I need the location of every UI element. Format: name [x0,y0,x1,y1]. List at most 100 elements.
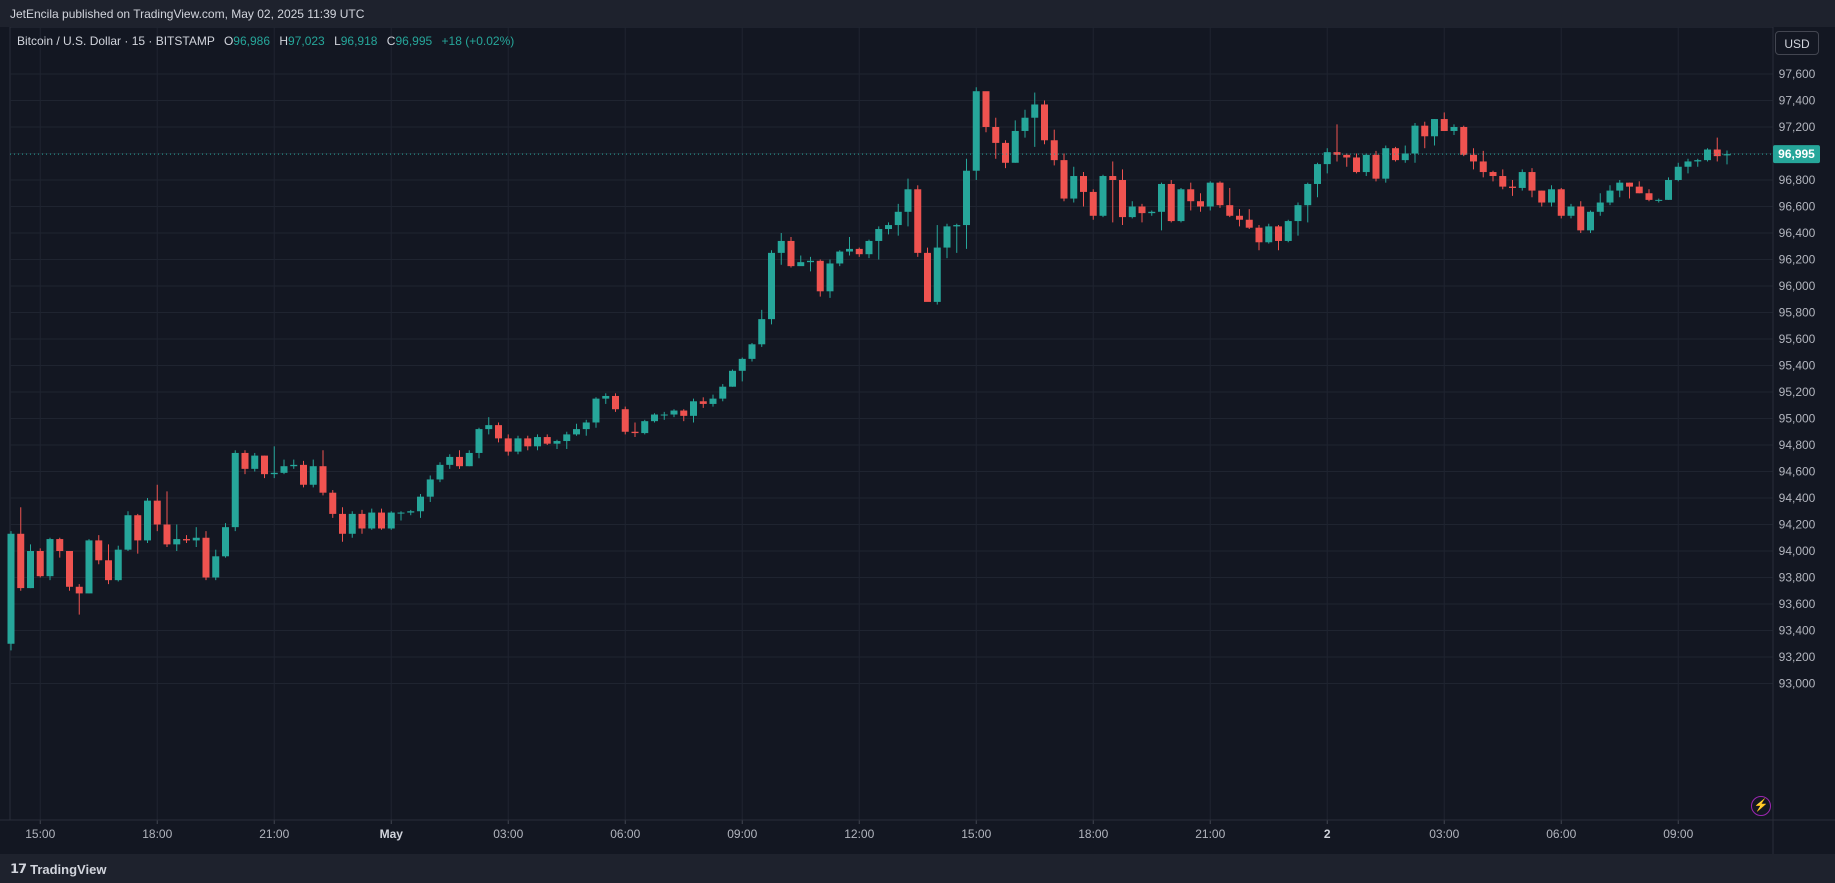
candle[interactable] [144,498,151,544]
candle[interactable] [953,223,961,253]
candle[interactable] [1684,158,1692,174]
candle[interactable] [1197,193,1204,212]
candle[interactable] [1528,168,1536,198]
candle[interactable] [777,233,785,265]
candle[interactable] [1596,193,1604,216]
candle[interactable] [1713,137,1721,162]
candle[interactable] [1411,123,1419,163]
candle[interactable] [1567,203,1575,219]
candle[interactable] [1382,145,1390,183]
candle[interactable] [134,513,142,554]
candle[interactable] [1080,172,1087,207]
candle[interactable] [1723,150,1731,165]
candle[interactable] [368,508,376,530]
candle[interactable] [192,527,200,548]
candle[interactable] [1284,219,1292,243]
candle[interactable] [1421,121,1429,149]
candle[interactable] [456,450,463,469]
candle[interactable] [1187,182,1195,211]
candle[interactable] [1011,120,1019,163]
candle[interactable] [251,452,259,472]
candle[interactable] [1362,153,1370,177]
candle[interactable] [933,225,941,305]
candle[interactable] [1148,210,1156,216]
candlestick-chart[interactable]: 93,000 93,200 93,400 93,600 93,800 94,000 94,2… [0,27,1835,854]
candle[interactable] [612,393,619,412]
candle[interactable] [680,409,688,422]
candle[interactable] [1557,187,1565,219]
candle[interactable] [1060,153,1068,202]
candle[interactable] [914,185,922,257]
candle[interactable] [446,454,454,469]
candle[interactable] [1255,225,1263,251]
candle[interactable] [1450,124,1458,135]
candle[interactable] [1158,182,1165,231]
candle[interactable] [1031,92,1039,147]
candle[interactable] [1635,181,1643,194]
candle[interactable] [17,507,25,591]
candle[interactable] [319,450,327,496]
candle[interactable] [114,545,122,582]
candle[interactable] [748,342,756,362]
candle[interactable] [787,236,795,268]
candle[interactable] [1626,182,1633,199]
candle[interactable] [1206,181,1214,211]
candle[interactable] [592,397,600,428]
candle[interactable] [1236,209,1243,227]
candle[interactable] [241,450,249,475]
candle[interactable] [1470,148,1477,170]
candle[interactable] [582,419,590,436]
candle[interactable] [300,460,307,488]
candle[interactable] [1021,109,1029,138]
candle[interactable] [758,309,766,347]
candle[interactable] [943,223,951,259]
legend-symbol[interactable]: Bitcoin / U.S. Dollar · 15 · BITSTAMP [17,34,215,48]
candle[interactable] [124,511,132,551]
candle[interactable] [153,484,161,532]
candle[interactable] [1343,153,1351,167]
candle[interactable] [1479,150,1487,178]
candle[interactable] [816,259,824,297]
candle[interactable] [924,247,931,302]
candle[interactable] [1304,182,1312,223]
candle[interactable] [46,537,54,581]
candle[interactable] [417,494,424,518]
candle[interactable] [1177,187,1185,223]
candle[interactable] [1704,148,1711,162]
candle[interactable] [1226,187,1234,218]
candle[interactable] [1245,209,1253,230]
candle[interactable] [807,256,814,272]
candle[interactable] [553,439,561,449]
candle[interactable] [1109,161,1117,223]
candle[interactable] [163,491,171,548]
candle[interactable] [699,397,707,408]
tradingview-logo[interactable]: 𝟭𝟳 TradingView [10,861,106,877]
candle[interactable] [1294,202,1302,236]
candle[interactable] [1089,189,1097,220]
candle[interactable] [1372,150,1380,182]
candle[interactable] [729,369,736,387]
candle[interactable] [904,178,912,227]
candle[interactable] [885,222,892,235]
candle[interactable] [690,398,697,423]
candle[interactable] [543,434,551,445]
candle[interactable] [709,394,717,407]
candle[interactable] [1138,203,1146,223]
candle[interactable] [1265,223,1273,244]
candle[interactable] [378,508,385,530]
candle[interactable] [836,250,844,267]
candle[interactable] [36,548,44,578]
candle[interactable] [475,427,483,459]
candle[interactable] [963,158,970,249]
candle[interactable] [846,236,853,256]
candle[interactable] [1353,153,1360,174]
candle[interactable] [1645,189,1653,202]
candle[interactable] [621,406,629,435]
candle[interactable] [1655,198,1663,203]
candle[interactable] [173,524,181,552]
candle[interactable] [1070,166,1078,203]
candle[interactable] [1333,124,1341,162]
candle[interactable] [982,91,990,133]
candle[interactable] [738,357,746,382]
candle[interactable] [231,450,239,532]
